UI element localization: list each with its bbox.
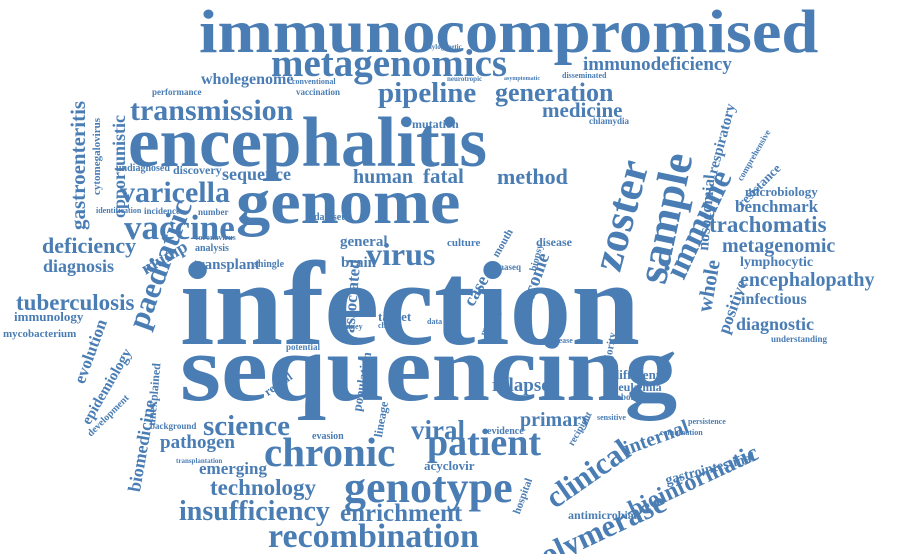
word-relapse: relapse (492, 375, 550, 396)
word-method: method (497, 164, 568, 189)
word-leukemia: leukemia (615, 380, 662, 394)
word-sensitive: sensitive (597, 413, 626, 422)
word-stem: stem (488, 309, 502, 317)
word-whole: whole (692, 257, 725, 314)
word-diagnosis: diagnosis (43, 256, 115, 276)
word-pathogen: pathogen (160, 432, 235, 453)
word-cytomegalovirus: cytomegalovirus (91, 118, 103, 195)
word-enrichment: enrichment (340, 500, 463, 527)
word-phylogenetic: phylogenetic (424, 43, 462, 51)
word-dataset: dataset (314, 212, 345, 223)
word-evidence: evidence (487, 426, 524, 437)
word-internal: internal (620, 415, 692, 460)
word-science: science (203, 410, 290, 442)
word-mycobacterium: mycobacterium (3, 328, 77, 340)
word-encephalitis: encephalitis (128, 104, 487, 182)
word-insufficiency: insufficiency (179, 496, 330, 527)
word-data: data (427, 317, 443, 326)
word-disease: disease (536, 235, 572, 249)
word-benchmark: benchmark (735, 197, 819, 216)
word-potential: potential (286, 342, 321, 352)
word-rnaseq: rnaseq (495, 262, 522, 272)
word-sydney: sydney (339, 322, 363, 331)
word-varicella: varicella (120, 176, 230, 209)
word-recombination: recombination (268, 518, 479, 554)
word-sequencing: sequencing (180, 317, 678, 421)
word-general: general (340, 234, 388, 250)
word-lymphocytic: lymphocytic (740, 255, 814, 270)
word-respiratory: respiratory (705, 101, 740, 176)
word-generation: generation (495, 78, 614, 107)
word-number: number (198, 207, 229, 217)
word-discovery: discovery (173, 163, 222, 177)
word-metagenomics: metagenomics (271, 42, 508, 85)
word-gastroenteritis: gastroenteritis (66, 100, 90, 230)
word-viral: viral (411, 415, 465, 445)
word-combination: combination (660, 428, 703, 437)
word-different: different (612, 367, 661, 382)
word-encephalopathy: encephalopathy (740, 269, 875, 291)
word-pipeline: pipeline (378, 77, 477, 109)
word-trachomatis: trachomatis (709, 212, 827, 237)
word-immunodeficiency: immunodeficiency (583, 54, 732, 75)
word-genome: genome (236, 166, 461, 237)
word-background: background (150, 421, 197, 431)
word-target: target (378, 309, 412, 324)
word-sequence: sequence (222, 164, 291, 184)
word-incidence: incidence (144, 206, 180, 216)
word-transplant: transplant (193, 257, 260, 273)
word-deficiency: deficiency (42, 233, 137, 258)
word-technology: technology (210, 475, 317, 500)
word-analysis: analysis (195, 243, 229, 254)
word-undiagnosed: undiagnosed (116, 163, 170, 174)
word-vaccination: vaccination (296, 87, 340, 97)
word-primary: primary (520, 409, 592, 431)
word-hospital: hospital (511, 476, 536, 516)
word-immunocompromised: immunocompromised (199, 0, 819, 66)
word-neurotropic: neurotropic (447, 75, 483, 83)
word-immunology: immunology (14, 309, 84, 324)
word-understanding: understanding (771, 334, 828, 344)
word-chronic: chronic (264, 429, 396, 475)
word-mutation: mutation (412, 117, 459, 131)
word-laboratories: laboratories (614, 392, 661, 402)
word-fatal: fatal (423, 164, 464, 188)
word-conventional: conventional (292, 77, 336, 86)
word-shingle: shingle (254, 259, 285, 270)
word-transmission: transmission (130, 94, 294, 127)
word-persistence: persistence (688, 417, 726, 426)
word-increase: increase (545, 336, 573, 345)
word-identification: identification (96, 206, 142, 215)
word-disseminated: disseminated (562, 71, 607, 80)
word-patient: patient (427, 422, 541, 464)
word-tuberculosis: tuberculosis (16, 290, 135, 315)
word-transplantation: transplantation (176, 457, 223, 465)
word-performance: performance (152, 87, 202, 97)
word-medicine: medicine (542, 98, 623, 122)
word-virus: virus (366, 236, 436, 272)
word-evasion: evasion (312, 431, 344, 442)
word-wholegenome: wholegenome (201, 71, 294, 88)
word-diagnostic: diagnostic (736, 314, 815, 334)
word-microbiology: microbiology (745, 184, 818, 199)
word-brain: brain (341, 255, 377, 271)
word-biomedicine: biomedicine (124, 398, 160, 494)
word-chain: chain (378, 321, 397, 330)
word-antimicrobial: antimicrobial (568, 508, 638, 522)
word-infectious: infectious (741, 291, 807, 308)
word-vaccine: vaccine (124, 208, 235, 247)
word-infection: infection (180, 237, 641, 370)
word-coronavirus: coronavirus (195, 233, 236, 242)
word-metagenomic: metagenomic (722, 235, 836, 257)
word-asymptomatic: asymptomatic (504, 76, 540, 82)
word-genotype: genotype (344, 463, 513, 512)
word-human: human (353, 166, 414, 188)
word-acyclovir: acyclovir (424, 458, 475, 473)
word-chlamydia: chlamydia (589, 116, 630, 126)
word-culture: culture (447, 237, 481, 249)
word-emerging: emerging (199, 459, 267, 478)
